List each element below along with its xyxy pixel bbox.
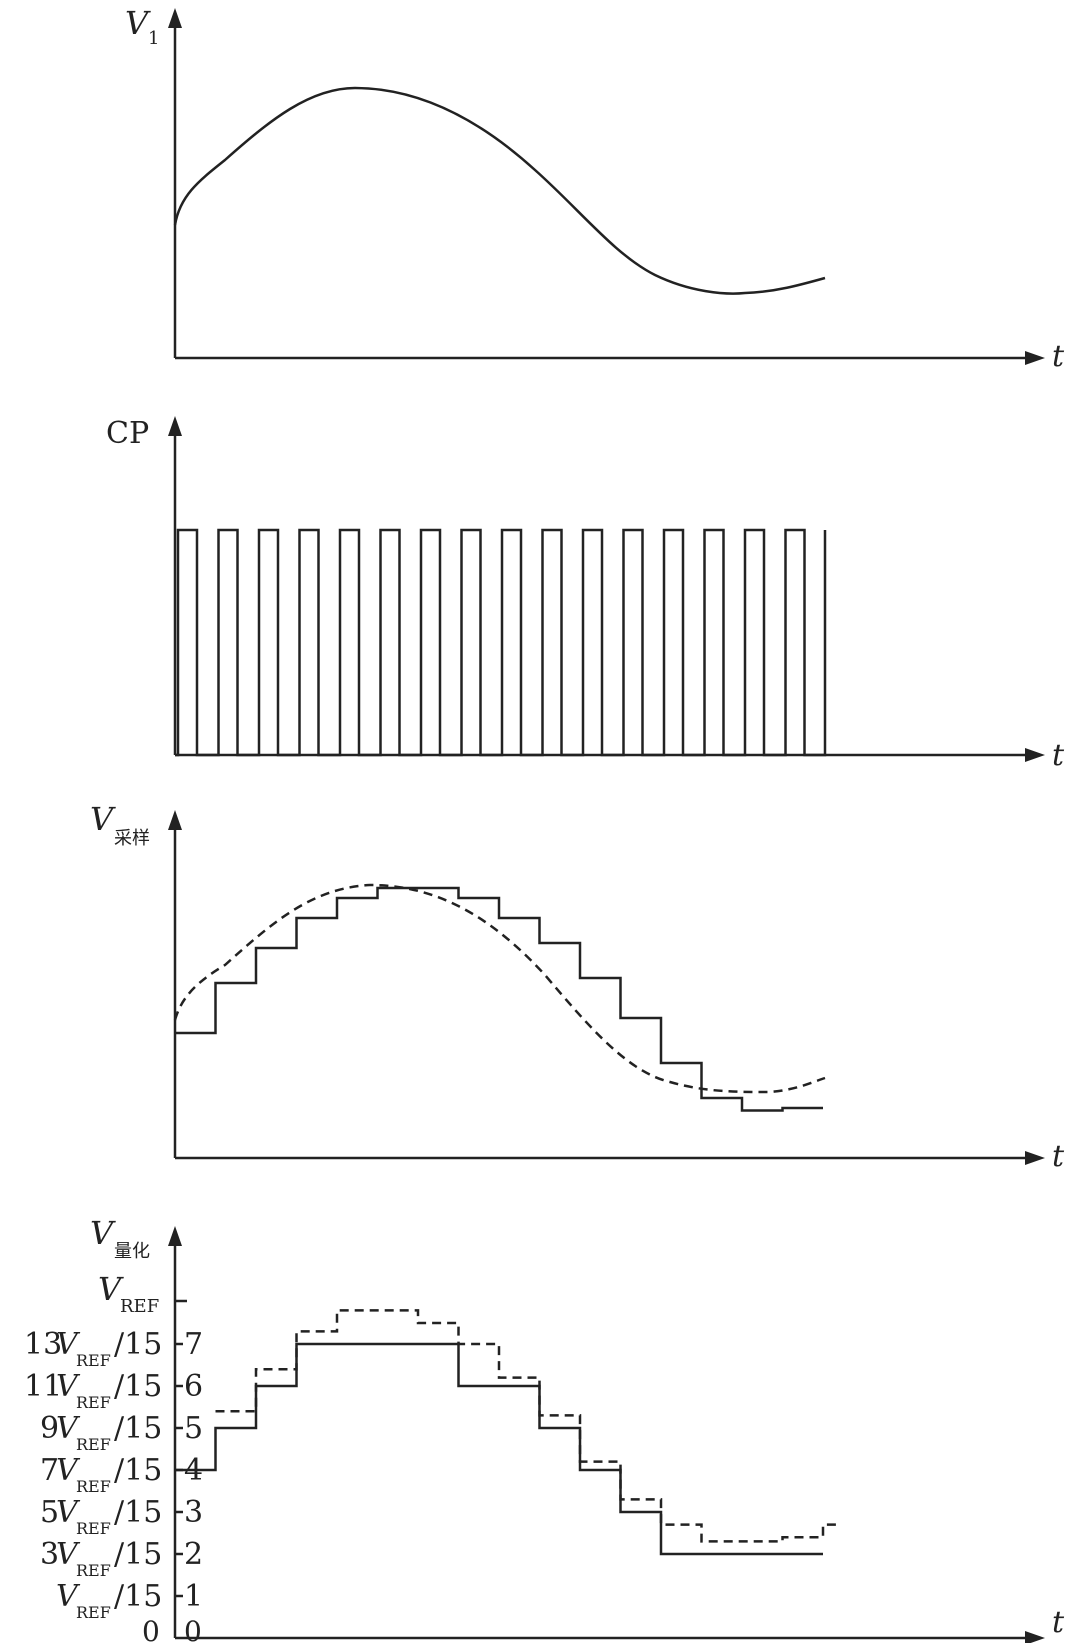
level-v: V	[56, 1537, 81, 1572]
level-den: /15	[114, 1537, 162, 1572]
panel1-ylabel-sub: 1	[148, 28, 159, 49]
level-coef: 9	[40, 1411, 59, 1446]
level-den: /15	[114, 1495, 162, 1530]
level-den: /15	[114, 1411, 162, 1446]
level-sub: REF	[76, 1393, 111, 1412]
panel3-xlabel: t	[1052, 1139, 1065, 1174]
level-v: V	[56, 1327, 81, 1362]
panel-sampled: V 采样 t	[90, 800, 1065, 1174]
panel2-ylabel: CP	[106, 416, 149, 451]
panel1-x-arrow	[1025, 351, 1045, 365]
panel2-y-arrow	[168, 416, 182, 436]
level-v: V	[56, 1453, 81, 1488]
level-den: /15	[114, 1579, 162, 1614]
vref-top-label-sub: REF	[120, 1296, 159, 1317]
level-coef: 11	[24, 1369, 62, 1404]
panel4-xlabel: t	[1052, 1605, 1065, 1640]
level-code: 6	[184, 1369, 203, 1404]
level-code: 3	[184, 1495, 203, 1530]
level-sub: REF	[76, 1603, 111, 1622]
input-signal-curve	[173, 86, 826, 295]
level-code: 1	[184, 1579, 203, 1614]
quantized-staircase	[175, 1342, 823, 1556]
panel4-ylabel: V	[90, 1214, 116, 1252]
panel1-xlabel: t	[1052, 339, 1065, 374]
panel3-x-arrow	[1025, 1151, 1045, 1165]
level-sub: REF	[76, 1351, 111, 1370]
level-den: /15	[114, 1327, 162, 1362]
level-den: /15	[114, 1369, 162, 1404]
sampled-reference-curve	[173, 883, 826, 1094]
panel-clock: CP t	[106, 416, 1065, 773]
panel3-ylabel-sub: 采样	[114, 828, 150, 849]
level-coef: 7	[40, 1453, 59, 1488]
level-coef: 3	[40, 1537, 59, 1572]
zero-left-label: 0	[142, 1615, 160, 1643]
zero-right-label: 0	[184, 1615, 202, 1643]
panel3-ylabel: V	[90, 800, 116, 838]
level-den: /15	[114, 1453, 162, 1488]
level-v: V	[56, 1495, 81, 1530]
vref-top-label: V	[98, 1270, 124, 1308]
level-sub: REF	[76, 1561, 111, 1580]
level-code: 2	[184, 1537, 203, 1572]
panel4-ylabel-sub: 量化	[114, 1241, 150, 1262]
level-sub: REF	[76, 1519, 111, 1538]
level-sub: REF	[76, 1435, 111, 1454]
level-code: 7	[184, 1327, 203, 1362]
level-v: V	[56, 1411, 81, 1446]
panel2-x-arrow	[1025, 748, 1045, 762]
level-sub: REF	[76, 1477, 111, 1496]
level-code: 5	[184, 1411, 203, 1446]
level-v: V	[56, 1369, 81, 1404]
level-coef: 5	[40, 1495, 59, 1530]
sampled-staircase	[175, 886, 823, 1112]
panel2-xlabel: t	[1052, 738, 1065, 773]
level-coef: 13	[24, 1327, 62, 1362]
panel-input-signal: V 1 t	[125, 4, 1065, 374]
panel4-x-arrow	[1025, 1631, 1045, 1643]
panel1-ylabel: V	[125, 4, 151, 42]
panel1-y-arrow	[168, 8, 182, 28]
clock-pulse-train	[175, 528, 827, 757]
panel3-y-arrow	[168, 810, 182, 830]
level-v: V	[56, 1579, 81, 1614]
panel4-y-arrow	[168, 1226, 182, 1246]
